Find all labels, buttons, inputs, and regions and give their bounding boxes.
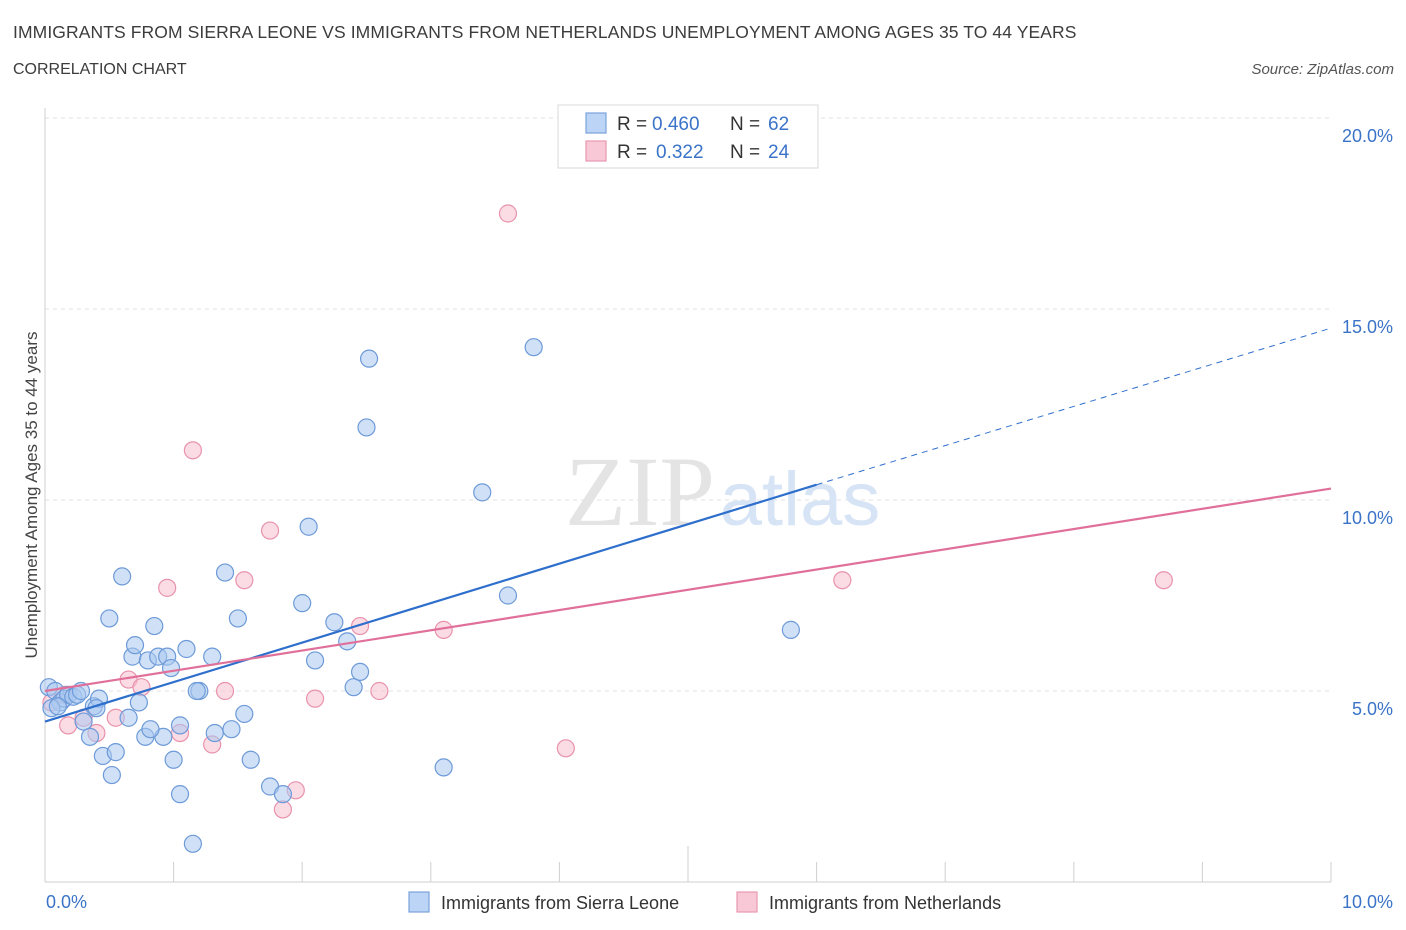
point-sierra-leone <box>203 647 222 666</box>
point-sierra-leone <box>170 716 190 735</box>
point-sierra-leone <box>781 620 800 639</box>
point-sierra-leone <box>129 693 148 712</box>
legend-r-value-2: 0.322 <box>656 142 704 163</box>
point-sierra-leone <box>161 658 181 678</box>
legend-box: R = 0.460 N = 62 R = 0.322 N = 24 <box>557 104 819 169</box>
chart-title: IMMIGRANTS FROM SIERRA LEONE VS IMMIGRAN… <box>13 22 1077 42</box>
point-sierra-leone <box>183 834 202 853</box>
point-sierra-leone <box>338 632 357 651</box>
point-sierra-leone <box>293 594 312 613</box>
legend-r-label-2: R = <box>617 142 647 163</box>
legend-n-value-2: 24 <box>768 142 790 163</box>
point-sierra-leone <box>177 639 196 659</box>
point-sierra-leone <box>305 651 325 670</box>
bottom-legend-swatch-2 <box>736 891 758 913</box>
point-sierra-leone <box>80 727 100 746</box>
point-sierra-leone <box>350 662 370 682</box>
point-sierra-leone <box>228 609 247 628</box>
watermark: ZIP atlas <box>565 436 880 547</box>
trend-lines <box>44 327 1332 723</box>
point-sierra-leone <box>241 750 260 769</box>
point-netherlands <box>1154 571 1173 590</box>
point-sierra-leone <box>113 567 132 586</box>
point-sierra-leone <box>48 697 67 716</box>
legend-n-value-1: 62 <box>768 114 789 135</box>
point-sierra-leone <box>125 636 145 655</box>
point-sierra-leone <box>498 586 518 605</box>
point-sierra-leone <box>170 785 190 804</box>
legend-swatch-series-1 <box>585 112 607 134</box>
series-sierra-leone-points <box>39 338 800 853</box>
point-sierra-leone <box>344 678 363 697</box>
point-netherlands <box>498 204 518 223</box>
point-sierra-leone <box>106 743 125 762</box>
axes <box>44 108 1332 883</box>
point-sierra-leone <box>205 723 224 743</box>
legend-r-label-1: R = <box>617 114 647 135</box>
point-netherlands <box>833 571 852 590</box>
legend-n-label-1: N = <box>730 114 760 135</box>
y-tick-label: 10.0% <box>1342 508 1393 528</box>
point-sierra-leone <box>235 704 254 724</box>
legend-r-value-1: 0.460 <box>652 114 700 135</box>
point-sierra-leone <box>141 720 160 739</box>
point-netherlands <box>59 716 78 735</box>
point-sierra-leone <box>100 609 119 628</box>
legend-n-label-2: N = <box>730 142 760 163</box>
watermark-atlas: atlas <box>720 457 881 542</box>
bottom-legend-label-2: Immigrants from Netherlands <box>769 893 1001 913</box>
point-netherlands <box>158 578 177 597</box>
trend-line-netherlands <box>44 487 1332 693</box>
point-netherlands <box>305 689 325 708</box>
point-netherlands <box>235 571 254 590</box>
point-sierra-leone <box>215 563 235 582</box>
source-credit: Source: ZipAtlas.com <box>1251 61 1394 78</box>
trend-line-sierra-leone <box>44 483 817 723</box>
x-tick-label: 10.0% <box>1342 892 1393 912</box>
point-netherlands <box>260 521 280 540</box>
watermark-zip: ZIP <box>565 436 715 547</box>
point-sierra-leone <box>473 483 492 502</box>
point-sierra-leone <box>359 349 379 368</box>
point-sierra-leone <box>524 338 543 357</box>
point-sierra-leone <box>325 613 344 632</box>
point-sierra-leone <box>357 418 376 437</box>
point-sierra-leone <box>434 758 453 777</box>
point-netherlands <box>215 681 235 701</box>
point-sierra-leone <box>299 517 318 536</box>
point-netherlands <box>350 616 370 636</box>
grid-lines <box>45 117 1331 692</box>
point-netherlands <box>370 681 389 701</box>
bottom-legend-swatch-1 <box>408 891 430 913</box>
trend-line-sierra-leone-extension <box>816 327 1332 486</box>
point-netherlands <box>556 739 575 758</box>
bottom-legend-label-1: Immigrants from Sierra Leone <box>441 893 679 913</box>
bottom-legend: Immigrants from Sierra Leone Immigrants … <box>408 891 1001 913</box>
point-sierra-leone <box>145 616 164 636</box>
point-sierra-leone <box>119 708 138 727</box>
point-sierra-leone <box>273 785 293 804</box>
point-sierra-leone <box>164 750 183 769</box>
point-sierra-leone <box>74 712 93 731</box>
y-tick-label: 15.0% <box>1342 317 1393 337</box>
point-sierra-leone <box>187 681 206 701</box>
point-netherlands <box>183 441 202 460</box>
chart-subtitle: CORRELATION CHART <box>13 61 187 78</box>
y-axis-label: Unemployment Among Ages 35 to 44 years <box>22 332 41 659</box>
x-tick-labels: 0.0% 10.0% <box>46 892 1393 912</box>
legend-swatch-series-2 <box>585 140 607 162</box>
point-netherlands <box>273 800 293 819</box>
y-tick-labels: 5.0% 10.0% 15.0% 20.0% <box>1342 126 1393 719</box>
y-tick-label: 20.0% <box>1342 126 1393 146</box>
point-sierra-leone <box>222 720 241 739</box>
y-tick-label: 5.0% <box>1352 699 1393 719</box>
x-tick-label: 0.0% <box>46 892 87 912</box>
point-sierra-leone <box>102 765 121 785</box>
